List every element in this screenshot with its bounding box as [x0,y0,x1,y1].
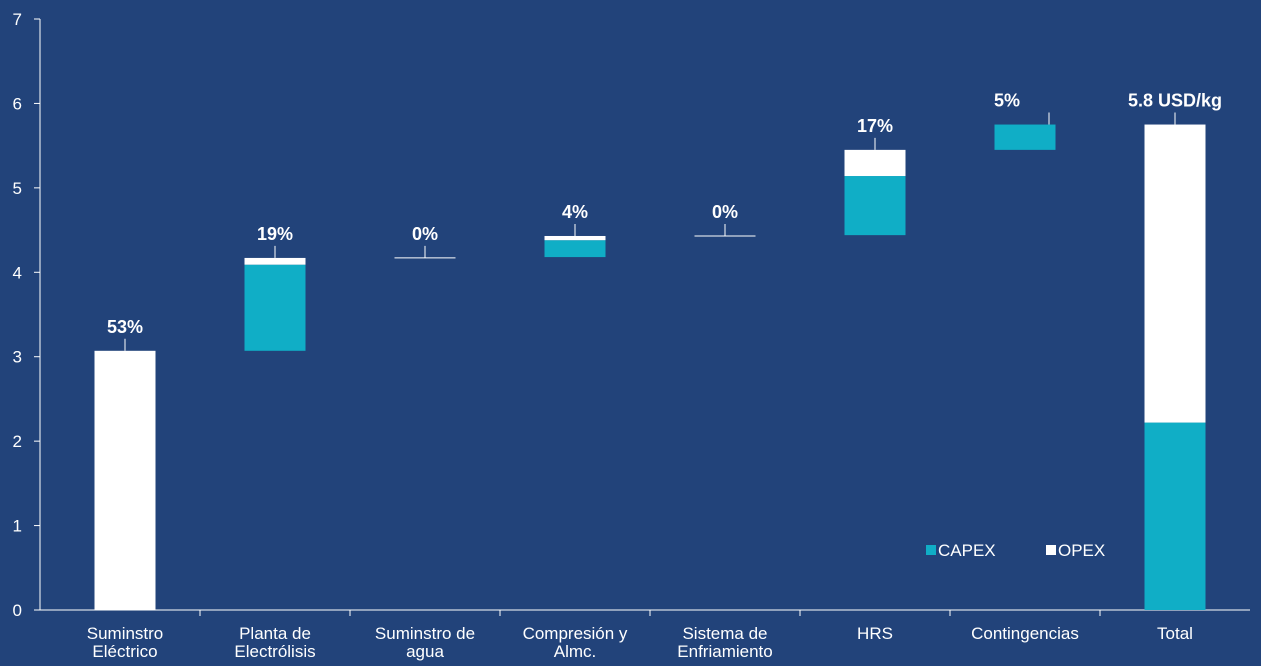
bar-capex [994,124,1056,150]
data-label: 0% [412,224,438,244]
bar-opex [844,149,906,177]
legend-label: OPEX [1058,541,1105,560]
x-category-label: Electrólisis [234,642,315,661]
data-label: 0% [712,202,738,222]
y-tick-label: 6 [13,94,22,113]
data-label: 19% [257,224,293,244]
bar-capex [1144,422,1206,610]
x-category-label: Total [1157,624,1193,643]
data-label: 17% [857,116,893,136]
bar-opex [1144,124,1206,423]
data-label: 5% [994,91,1020,111]
y-tick-label: 2 [13,432,22,451]
legend-swatch [926,545,936,555]
data-label: 53% [107,317,143,337]
data-labels: 53% 19% 0% 4% 0% 17% 5% 5.8 USD/kg [107,91,1222,351]
bars [94,124,1206,610]
y-tick-label: 3 [13,348,22,367]
bar-capex [544,240,606,258]
legend: CAPEX OPEX [926,541,1105,560]
x-category-label: Planta de [239,624,311,643]
legend-label: CAPEX [938,541,996,560]
x-category-label: agua [406,642,444,661]
y-tick-label: 4 [13,263,22,282]
y-tick-label: 7 [13,10,22,29]
bar-opex [94,350,156,610]
y-tick-label: 1 [13,517,22,536]
y-tick-label: 0 [13,601,22,620]
bar-capex [844,176,906,236]
legend-swatch [1046,545,1056,555]
bar-opex [244,257,306,265]
x-category-label: Contingencias [971,624,1079,643]
x-category-label: Suminstro de [375,624,475,643]
data-label: 5.8 USD/kg [1128,91,1222,111]
x-category-label: Enfriamiento [677,642,772,661]
bar-capex [244,264,306,351]
x-category-label: HRS [857,624,893,643]
bar-opex [544,235,606,241]
x-category-label: Sistema de [682,624,767,643]
y-tick-label: 5 [13,179,22,198]
x-category-label: Almc. [554,642,597,661]
x-category-label: Eléctrico [92,642,157,661]
data-label: 4% [562,202,588,222]
x-category-label: Compresión y [523,624,628,643]
x-category-label: Suminstro [87,624,164,643]
